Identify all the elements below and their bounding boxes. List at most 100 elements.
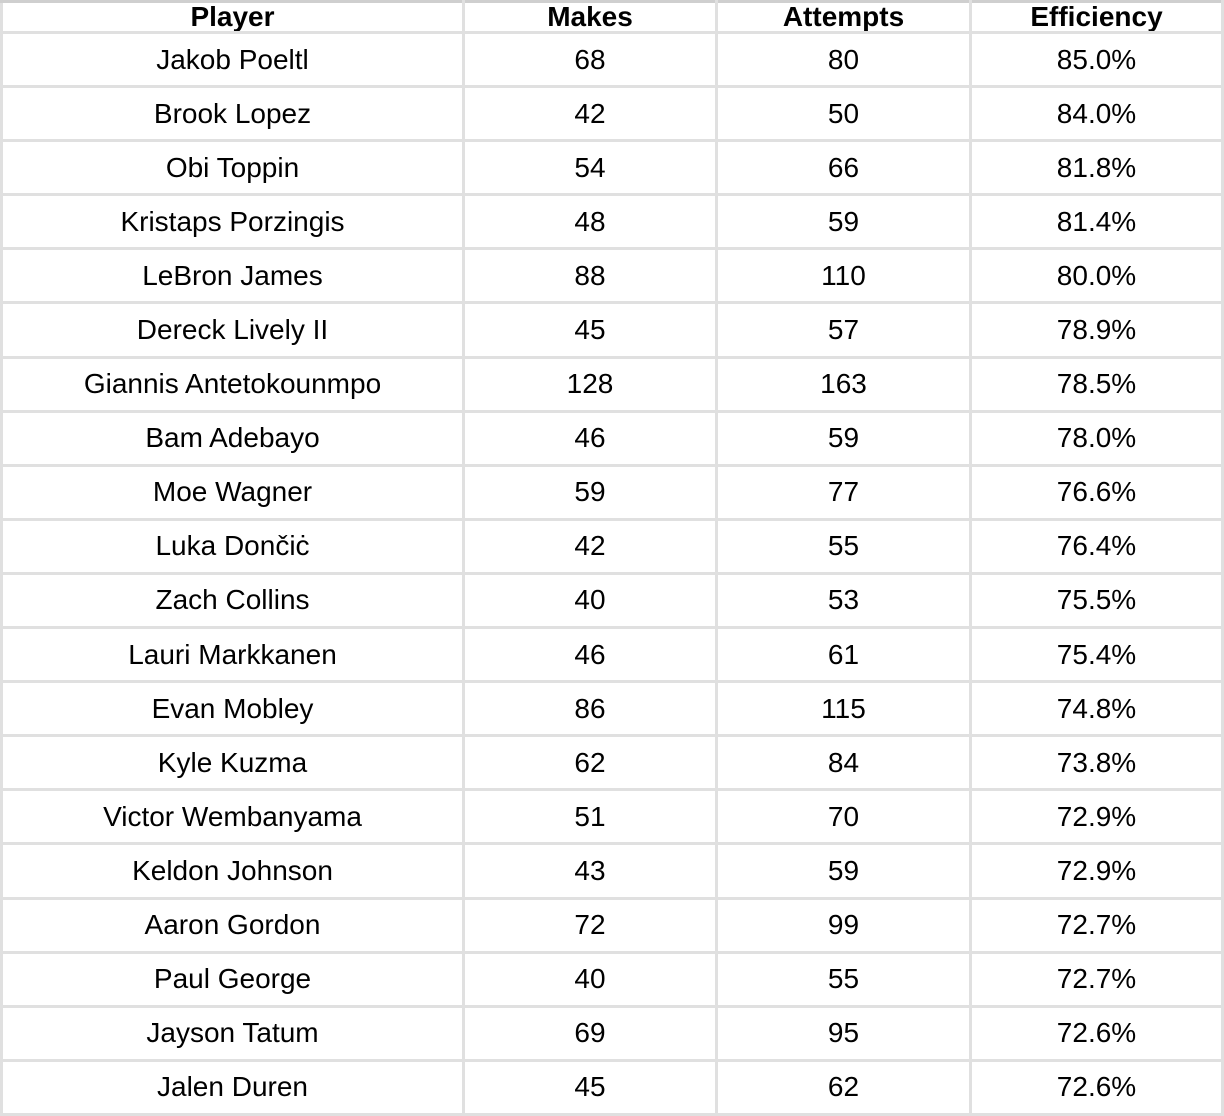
player-name-cell: Victor Wembanyama xyxy=(0,788,465,846)
player-name-cell: Evan Mobley xyxy=(0,680,465,738)
efficiency-cell: 72.7% xyxy=(969,896,1224,954)
attempts-cell: 55 xyxy=(715,950,972,1008)
efficiency-cell: 78.5% xyxy=(969,355,1224,413)
attempts-cell: 95 xyxy=(715,1004,972,1062)
makes-cell: 46 xyxy=(462,626,718,684)
player-name-cell: Jayson Tatum xyxy=(0,1004,465,1062)
table-body: Jakob Poeltl 68 80 85.0% Brook Lopez 42 50 84.0… xyxy=(0,30,1224,1116)
makes-cell: 51 xyxy=(462,788,718,846)
attempts-cell: 99 xyxy=(715,896,972,954)
player-name-cell: Bam Adebayo xyxy=(0,409,465,467)
efficiency-cell: 75.4% xyxy=(969,626,1224,684)
column-header-efficiency: Efficiency xyxy=(969,0,1224,34)
header-row: Player Makes Attempts Efficiency xyxy=(0,0,1224,34)
makes-cell: 42 xyxy=(462,517,718,575)
attempts-cell: 59 xyxy=(715,842,972,900)
player-name-cell: Zach Collins xyxy=(0,571,465,630)
efficiency-cell: 75.5% xyxy=(969,571,1224,630)
table-row: LeBron James 88 110 80.0% xyxy=(0,247,1224,305)
attempts-cell: 80 xyxy=(715,30,972,89)
table-row: Victor Wembanyama 51 70 72.9% xyxy=(0,788,1224,846)
makes-cell: 68 xyxy=(462,30,718,89)
makes-cell: 86 xyxy=(462,680,718,738)
makes-cell: 72 xyxy=(462,896,718,954)
attempts-cell: 163 xyxy=(715,355,972,413)
makes-cell: 43 xyxy=(462,842,718,900)
attempts-cell: 115 xyxy=(715,680,972,738)
table-row: Aaron Gordon 72 99 72.7% xyxy=(0,896,1224,954)
table-row: Jakob Poeltl 68 80 85.0% xyxy=(0,30,1224,89)
player-name-cell: Keldon Johnson xyxy=(0,842,465,900)
table-row: Kyle Kuzma 62 84 73.8% xyxy=(0,734,1224,792)
table-row: Dereck Lively II 45 57 78.9% xyxy=(0,301,1224,359)
player-name-cell: Aaron Gordon xyxy=(0,896,465,954)
player-name-cell: Dereck Lively II xyxy=(0,301,465,359)
makes-cell: 59 xyxy=(462,463,718,521)
table-row: Keldon Johnson 43 59 72.9% xyxy=(0,842,1224,900)
table-row: Bam Adebayo 46 59 78.0% xyxy=(0,409,1224,467)
efficiency-cell: 72.6% xyxy=(969,1004,1224,1062)
table-row: Brook Lopez 42 50 84.0% xyxy=(0,85,1224,143)
player-name-cell: Jalen Duren xyxy=(0,1058,465,1116)
makes-cell: 42 xyxy=(462,85,718,143)
table-row: Zach Collins 40 53 75.5% xyxy=(0,571,1224,630)
makes-cell: 45 xyxy=(462,1058,718,1116)
efficiency-cell: 78.0% xyxy=(969,409,1224,467)
player-name-cell: Giannis Antetokounmpo xyxy=(0,355,465,413)
efficiency-cell: 76.4% xyxy=(969,517,1224,575)
efficiency-cell: 72.7% xyxy=(969,950,1224,1008)
efficiency-cell: 80.0% xyxy=(969,247,1224,305)
attempts-cell: 66 xyxy=(715,139,972,197)
makes-cell: 62 xyxy=(462,734,718,792)
efficiency-cell: 72.9% xyxy=(969,842,1224,900)
table-row: Jayson Tatum 69 95 72.6% xyxy=(0,1004,1224,1062)
efficiency-cell: 81.4% xyxy=(969,193,1224,251)
table-row: Moe Wagner 59 77 76.6% xyxy=(0,463,1224,521)
table-row: Paul George 40 55 72.7% xyxy=(0,950,1224,1008)
efficiency-cell: 72.9% xyxy=(969,788,1224,846)
player-name-cell: Moe Wagner xyxy=(0,463,465,521)
player-name-cell: Brook Lopez xyxy=(0,85,465,143)
efficiency-cell: 76.6% xyxy=(969,463,1224,521)
attempts-cell: 84 xyxy=(715,734,972,792)
attempts-cell: 59 xyxy=(715,409,972,467)
player-name-cell: Obi Toppin xyxy=(0,139,465,197)
attempts-cell: 70 xyxy=(715,788,972,846)
attempts-cell: 77 xyxy=(715,463,972,521)
attempts-cell: 50 xyxy=(715,85,972,143)
makes-cell: 54 xyxy=(462,139,718,197)
makes-cell: 88 xyxy=(462,247,718,305)
player-name-cell: Lauri Markkanen xyxy=(0,626,465,684)
attempts-cell: 53 xyxy=(715,571,972,630)
makes-cell: 69 xyxy=(462,1004,718,1062)
attempts-cell: 61 xyxy=(715,626,972,684)
attempts-cell: 62 xyxy=(715,1058,972,1116)
column-header-attempts: Attempts xyxy=(715,0,972,34)
efficiency-cell: 73.8% xyxy=(969,734,1224,792)
player-name-cell: Kristaps Porzingis xyxy=(0,193,465,251)
attempts-cell: 110 xyxy=(715,247,972,305)
table-row: Giannis Antetokounmpo 128 163 78.5% xyxy=(0,355,1224,413)
attempts-cell: 59 xyxy=(715,193,972,251)
table-row: Kristaps Porzingis 48 59 81.4% xyxy=(0,193,1224,251)
makes-cell: 46 xyxy=(462,409,718,467)
table-row: Luka Dončiċ 42 55 76.4% xyxy=(0,517,1224,575)
efficiency-cell: 72.6% xyxy=(969,1058,1224,1116)
player-name-cell: Paul George xyxy=(0,950,465,1008)
table-row: Lauri Markkanen 46 61 75.4% xyxy=(0,626,1224,684)
player-name-cell: Jakob Poeltl xyxy=(0,30,465,89)
makes-cell: 48 xyxy=(462,193,718,251)
column-header-makes: Makes xyxy=(462,0,718,34)
table-row: Obi Toppin 54 66 81.8% xyxy=(0,139,1224,197)
makes-cell: 40 xyxy=(462,571,718,630)
efficiency-cell: 81.8% xyxy=(969,139,1224,197)
makes-cell: 40 xyxy=(462,950,718,1008)
table-row: Jalen Duren 45 62 72.6% xyxy=(0,1058,1224,1116)
efficiency-cell: 78.9% xyxy=(969,301,1224,359)
column-header-player: Player xyxy=(0,0,465,34)
player-name-cell: Kyle Kuzma xyxy=(0,734,465,792)
efficiency-cell: 74.8% xyxy=(969,680,1224,738)
efficiency-cell: 84.0% xyxy=(969,85,1224,143)
efficiency-cell: 85.0% xyxy=(969,30,1224,89)
makes-cell: 45 xyxy=(462,301,718,359)
